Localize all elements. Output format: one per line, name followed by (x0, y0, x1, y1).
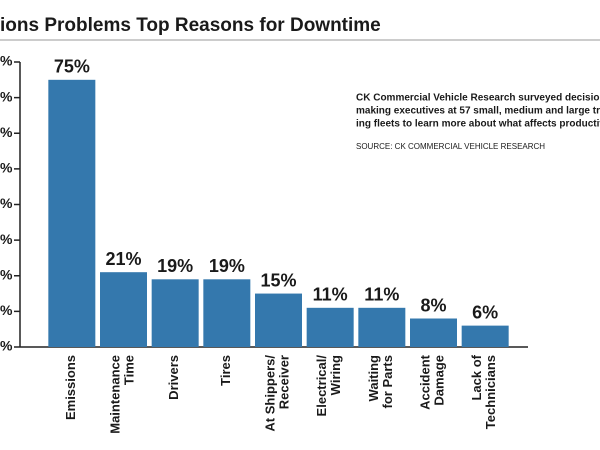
x-tick-label: At Shippers/Receiver (263, 355, 292, 432)
source: SOURCE: CK COMMERCIAL VEHICLE RESEARCH (356, 142, 545, 151)
x-tick-label: Drivers (167, 355, 182, 400)
y-tick-label: % (0, 53, 13, 69)
value-label: 6% (472, 302, 498, 322)
bar (255, 293, 302, 347)
bar (410, 318, 457, 347)
x-tick-label: MaintenanceTime (108, 355, 137, 434)
annotation: CK Commercial Vehicle Research surveyed … (356, 93, 600, 104)
bar (461, 325, 509, 347)
value-label: 15% (260, 270, 296, 290)
y-tick-label: % (0, 195, 13, 211)
chart-title: ions Problems Top Reasons for Downtime (0, 15, 381, 36)
x-tick-label: Tires (218, 355, 233, 386)
x-tick-label: Electrical/Wiring (315, 355, 344, 417)
bar (48, 79, 96, 347)
y-tick-label: % (0, 124, 13, 140)
value-label: 19% (157, 256, 193, 276)
value-label: 21% (105, 249, 141, 269)
value-label: 11% (364, 285, 399, 305)
bar (306, 307, 354, 347)
x-tick-label: Lack ofTechnicians (470, 354, 499, 429)
bar (358, 307, 406, 347)
annotation: making executives at 57 small, medium an… (356, 106, 600, 117)
x-tick-label: Emissions (63, 355, 78, 420)
bar (151, 279, 199, 347)
y-tick-label: % (0, 160, 13, 176)
bar (203, 279, 251, 347)
y-tick-label: % (0, 231, 13, 247)
x-tick-label: Waitingfor Parts (366, 355, 395, 409)
y-tick-label: % (0, 88, 13, 104)
y-tick-label: % (0, 338, 13, 354)
annotation: ing fleets to learn more about what affe… (356, 119, 600, 130)
x-tick-label: AccidentDamage (418, 354, 447, 410)
value-label: 11% (313, 285, 348, 305)
value-label: 8% (420, 295, 446, 315)
value-label: 75% (54, 57, 90, 77)
y-tick-label: % (0, 302, 13, 318)
y-tick-label: % (0, 266, 13, 282)
value-label: 19% (209, 256, 245, 276)
bar (100, 272, 147, 347)
